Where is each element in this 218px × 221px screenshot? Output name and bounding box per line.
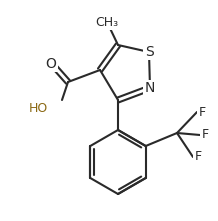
Text: HO: HO [28, 101, 48, 114]
Text: F: F [201, 128, 209, 141]
Text: F: F [198, 105, 206, 118]
Text: O: O [46, 57, 56, 71]
Text: F: F [194, 151, 202, 164]
Text: N: N [145, 81, 155, 95]
Text: S: S [145, 45, 153, 59]
Text: CH₃: CH₃ [95, 15, 119, 29]
